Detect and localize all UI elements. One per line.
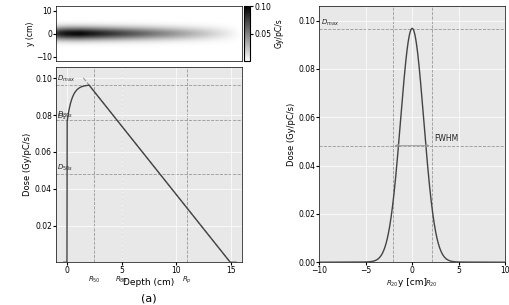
Text: $R_{80}$: $R_{80}$ bbox=[115, 275, 128, 285]
Text: $R_{20}$: $R_{20}$ bbox=[425, 279, 437, 289]
Y-axis label: Gy/pC/s: Gy/pC/s bbox=[274, 19, 282, 48]
Y-axis label: Dose (Gy/pC/s): Dose (Gy/pC/s) bbox=[286, 102, 295, 166]
Text: (a): (a) bbox=[140, 293, 156, 303]
Text: $D_{max}$: $D_{max}$ bbox=[56, 74, 75, 84]
Text: $D_{80s}$: $D_{80s}$ bbox=[56, 109, 73, 120]
Text: $R_p$: $R_p$ bbox=[182, 275, 191, 286]
Text: $D_s$: $D_s$ bbox=[56, 112, 66, 122]
X-axis label: Depth (cm): Depth (cm) bbox=[123, 278, 174, 287]
Text: $R_{20}$: $R_{20}$ bbox=[385, 279, 399, 289]
X-axis label: y [cm]: y [cm] bbox=[397, 278, 426, 287]
Text: $D_{max}$: $D_{max}$ bbox=[321, 18, 338, 28]
Y-axis label: y (cm): y (cm) bbox=[25, 21, 35, 46]
Text: $D_{50s}$: $D_{50s}$ bbox=[56, 163, 73, 173]
Text: $R_{50}$: $R_{50}$ bbox=[88, 275, 100, 285]
Text: FWHM: FWHM bbox=[433, 134, 457, 143]
Y-axis label: Dose (Gy/pC/s): Dose (Gy/pC/s) bbox=[23, 133, 32, 196]
